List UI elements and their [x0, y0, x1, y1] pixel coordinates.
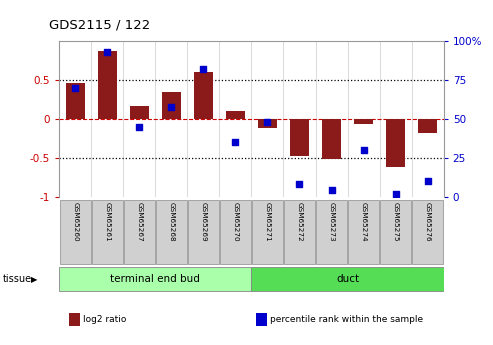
- Point: [135, 124, 143, 129]
- Point: [423, 178, 432, 184]
- Point: [199, 67, 207, 72]
- Bar: [130, 106, 149, 119]
- Text: GSM65260: GSM65260: [72, 202, 78, 242]
- Point: [167, 104, 176, 109]
- Bar: [354, 119, 373, 125]
- Text: GSM65269: GSM65269: [200, 202, 207, 242]
- Text: tissue: tissue: [2, 274, 32, 284]
- Text: GDS2115 / 122: GDS2115 / 122: [49, 18, 150, 31]
- Bar: [226, 111, 245, 119]
- FancyBboxPatch shape: [284, 200, 315, 264]
- Point: [327, 188, 335, 193]
- FancyBboxPatch shape: [220, 200, 251, 264]
- Point: [71, 85, 79, 91]
- Text: log2 ratio: log2 ratio: [83, 315, 126, 324]
- Text: ▶: ▶: [31, 275, 37, 284]
- Text: terminal end bud: terminal end bud: [110, 274, 200, 284]
- Text: GSM65276: GSM65276: [424, 202, 431, 242]
- FancyBboxPatch shape: [252, 200, 283, 264]
- Text: GSM65273: GSM65273: [328, 202, 335, 242]
- FancyBboxPatch shape: [188, 200, 219, 264]
- Bar: [258, 119, 277, 128]
- Text: GSM65272: GSM65272: [296, 202, 303, 242]
- FancyBboxPatch shape: [59, 267, 251, 291]
- FancyBboxPatch shape: [380, 200, 411, 264]
- Text: GSM65275: GSM65275: [392, 202, 399, 242]
- Point: [295, 181, 303, 187]
- Text: GSM65274: GSM65274: [360, 202, 367, 242]
- FancyBboxPatch shape: [348, 200, 379, 264]
- FancyBboxPatch shape: [316, 200, 347, 264]
- Bar: [194, 72, 213, 119]
- Point: [263, 119, 271, 125]
- FancyBboxPatch shape: [124, 200, 155, 264]
- Text: GSM65271: GSM65271: [264, 202, 271, 242]
- Text: GSM65267: GSM65267: [136, 202, 142, 242]
- FancyBboxPatch shape: [156, 200, 187, 264]
- Text: GSM65268: GSM65268: [168, 202, 175, 242]
- Point: [103, 49, 111, 55]
- Bar: [386, 119, 405, 167]
- Point: [231, 139, 239, 145]
- Point: [391, 191, 399, 196]
- Point: [359, 147, 367, 153]
- FancyBboxPatch shape: [92, 200, 123, 264]
- Text: GSM65270: GSM65270: [232, 202, 239, 242]
- Bar: [290, 119, 309, 156]
- Bar: [162, 92, 181, 119]
- Text: percentile rank within the sample: percentile rank within the sample: [270, 315, 423, 324]
- FancyBboxPatch shape: [251, 267, 444, 291]
- Bar: [418, 119, 437, 133]
- Text: GSM65261: GSM65261: [104, 202, 110, 242]
- Bar: [66, 83, 85, 119]
- Text: duct: duct: [336, 274, 359, 284]
- FancyBboxPatch shape: [412, 200, 443, 264]
- FancyBboxPatch shape: [60, 200, 91, 264]
- Bar: [98, 51, 117, 119]
- Bar: [322, 119, 341, 159]
